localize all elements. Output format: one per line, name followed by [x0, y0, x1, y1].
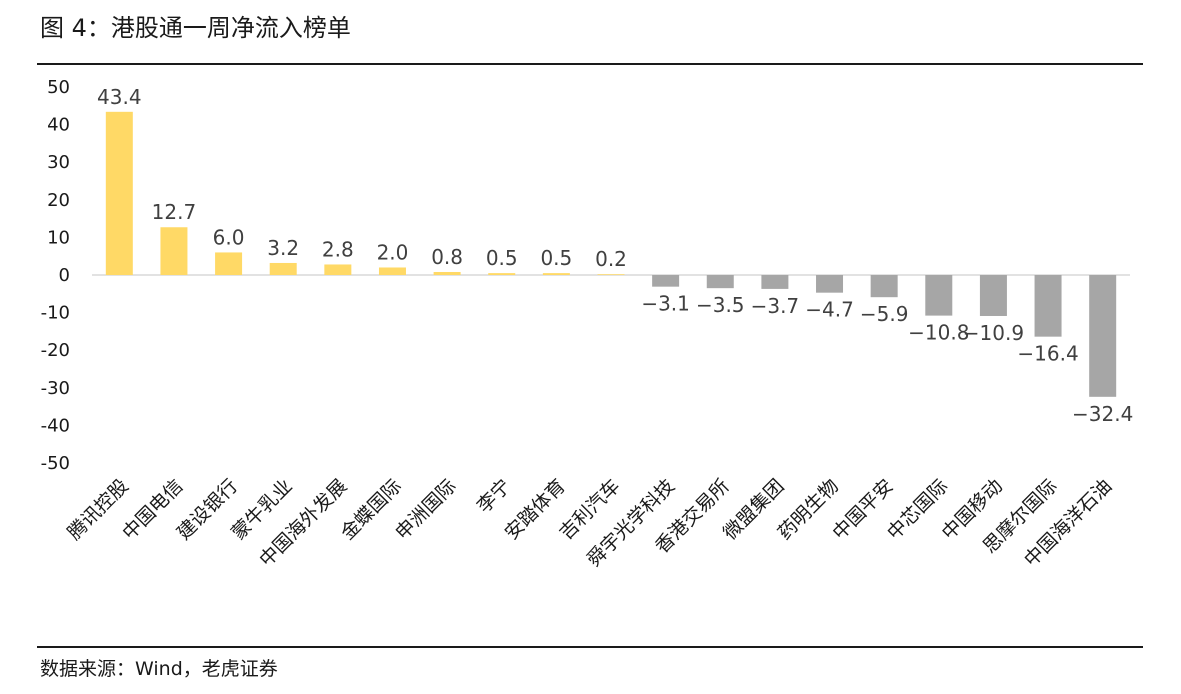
y-tick-label: 40 [47, 115, 70, 136]
bar [652, 275, 680, 287]
y-tick-label: 10 [47, 227, 70, 248]
data-label: 2.0 [377, 240, 409, 264]
bar [925, 275, 953, 316]
data-label: 2.8 [322, 237, 354, 261]
data-label: −10.9 [963, 321, 1024, 345]
y-tick-label: 50 [47, 77, 70, 98]
bar [816, 275, 844, 293]
data-label: 0.5 [540, 246, 572, 270]
bar [324, 264, 352, 275]
figure-title: 图 4：港股通一周净流入榜单 [40, 14, 351, 42]
source-note: 数据来源：Wind，老虎证券 [40, 658, 278, 680]
y-tick-label: -50 [41, 453, 70, 474]
data-label: −4.7 [805, 298, 854, 322]
bar [378, 267, 406, 275]
data-label: −3.7 [751, 294, 800, 318]
y-tick-label: 0 [59, 265, 70, 286]
bar [706, 275, 734, 289]
data-label: 12.7 [152, 200, 197, 224]
bar [870, 275, 898, 298]
bar [979, 275, 1007, 316]
data-label: 0.5 [486, 246, 518, 270]
bar [160, 227, 188, 275]
data-label: −5.9 [860, 302, 909, 326]
y-tick-label: -30 [41, 378, 70, 399]
y-tick-label: 20 [47, 190, 70, 211]
bar [542, 273, 570, 275]
bar [761, 275, 789, 289]
data-label: −32.4 [1072, 402, 1133, 426]
data-label: −3.5 [696, 293, 745, 317]
bar [269, 262, 297, 275]
category-label: 申洲国际 [391, 475, 460, 544]
bar [488, 273, 516, 275]
bar [215, 252, 243, 275]
bar [597, 274, 625, 275]
y-tick-label: -10 [41, 303, 70, 324]
data-labels: 43.4 12.7 6.0 3.2 2.8 2.0 0.8 0.5 0.5 0.2 −3.1 −3.5… [97, 85, 1133, 426]
bar [105, 111, 133, 275]
y-tick-label: -20 [41, 340, 70, 361]
data-label: 0.8 [431, 245, 463, 269]
y-tick-label: 30 [47, 152, 70, 173]
top-rule [37, 63, 1143, 65]
y-tick-label: -40 [41, 415, 70, 436]
data-label: −3.1 [641, 292, 690, 316]
data-label: 43.4 [97, 85, 142, 109]
category-label: 李宁 [473, 475, 515, 517]
bottom-rule [37, 646, 1143, 648]
bar [433, 271, 461, 275]
data-label: 6.0 [213, 225, 245, 249]
data-label: −16.4 [1017, 342, 1078, 366]
data-label: 0.2 [595, 247, 627, 271]
bar [1089, 275, 1117, 397]
y-axis-ticks: 50 40 30 20 10 0 -10 -20 -30 -40 -50 [41, 77, 70, 474]
data-label: 3.2 [267, 236, 299, 260]
bar [1034, 275, 1062, 337]
bar-series [105, 111, 1117, 397]
data-label: −10.8 [908, 321, 969, 345]
